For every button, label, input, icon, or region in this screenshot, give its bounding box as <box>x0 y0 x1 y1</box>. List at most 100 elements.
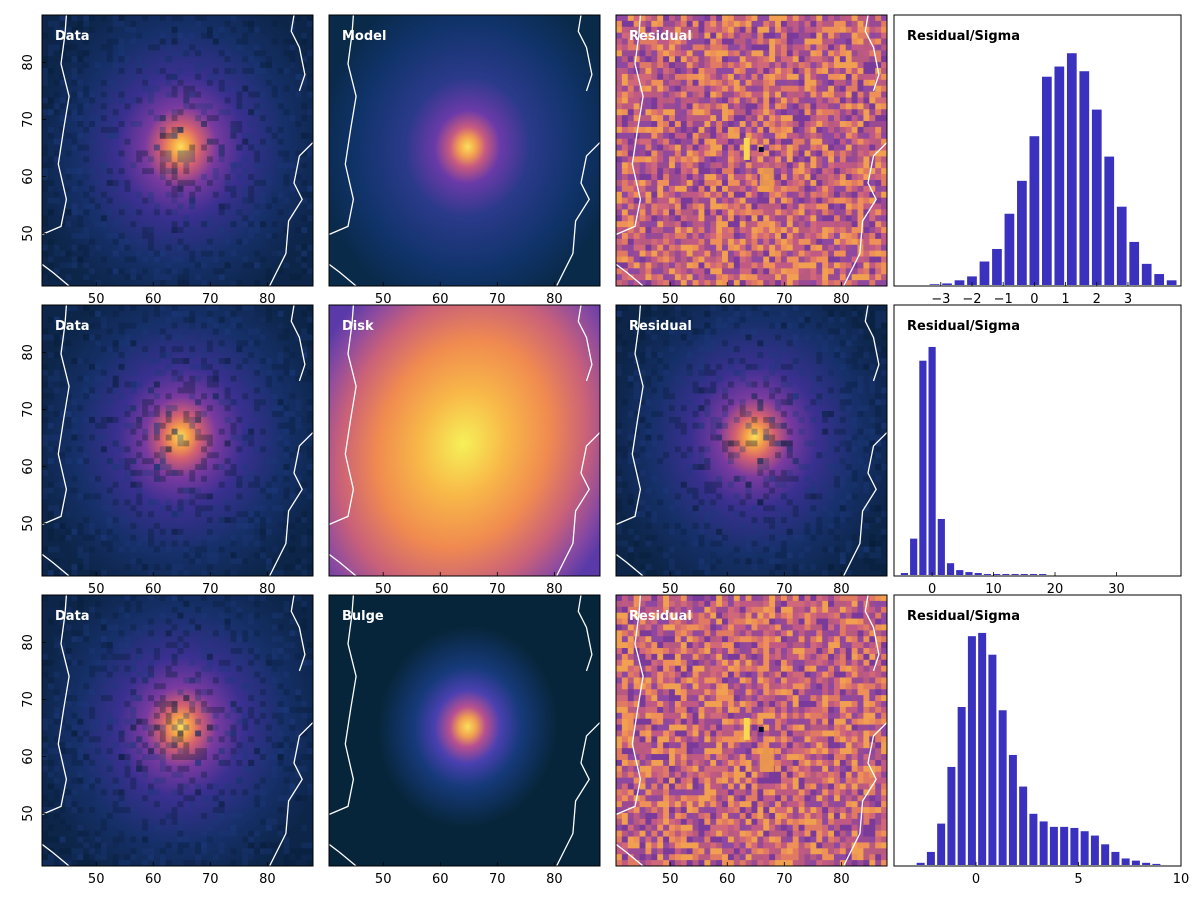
heatmap-noise <box>633 540 640 547</box>
heatmap-noise <box>704 322 711 329</box>
heatmap-noise <box>165 132 172 139</box>
heatmap-pixel <box>633 38 640 45</box>
heatmap-noise <box>839 517 846 523</box>
heatmap-noise <box>83 103 90 110</box>
heatmap-pixel <box>822 232 829 240</box>
heatmap-noise <box>265 375 272 382</box>
heatmap-pixel <box>639 203 646 210</box>
heatmap-noise <box>692 328 699 335</box>
heatmap-noise <box>224 262 231 269</box>
heatmap-pixel <box>686 262 693 269</box>
heatmap-noise <box>869 440 876 447</box>
heatmap-pixel <box>822 68 829 75</box>
heatmap-noise <box>259 115 266 122</box>
heatmap-noise <box>716 481 723 488</box>
heatmap-noise <box>710 422 717 429</box>
heatmap-pixel <box>645 115 652 122</box>
heatmap-noise <box>59 15 66 21</box>
heatmap-noise <box>183 487 190 494</box>
heatmap-pixel <box>657 256 664 263</box>
heatmap-noise <box>106 174 113 180</box>
heatmap-pixel <box>633 274 640 281</box>
heatmap-noise <box>798 534 805 541</box>
heatmap-pixel <box>763 221 770 228</box>
heatmap-noise <box>106 522 113 529</box>
heatmap-noise <box>295 256 302 263</box>
heatmap-pixel <box>810 97 817 104</box>
heatmap-noise <box>201 393 207 400</box>
heatmap-noise <box>77 434 84 441</box>
heatmap-noise <box>153 464 160 470</box>
heatmap-noise <box>130 121 137 127</box>
heatmap-pixel <box>857 274 864 281</box>
heatmap-noise <box>230 570 237 576</box>
heatmap-pixel <box>745 168 752 175</box>
heatmap-noise <box>100 540 107 547</box>
heatmap-pixel <box>621 168 629 175</box>
heatmap-pixel <box>804 73 811 81</box>
heatmap-pixel <box>822 209 829 216</box>
heatmap-pixel <box>621 203 629 210</box>
heatmap-pixel <box>851 103 858 110</box>
heatmap-noise <box>869 387 876 394</box>
heatmap-noise <box>59 262 66 269</box>
heatmap-noise <box>183 499 190 506</box>
heatmap-pixel <box>645 168 652 175</box>
heatmap-noise <box>148 97 154 104</box>
heatmap-pixel <box>780 268 788 275</box>
heatmap-noise <box>47 434 54 441</box>
heatmap-noise <box>65 144 72 151</box>
heatmap-pixel <box>727 191 735 199</box>
heatmap-pixel <box>633 238 640 246</box>
heatmap-pixel <box>769 138 776 146</box>
heatmap-pixel <box>786 132 794 140</box>
heatmap-noise <box>254 209 260 216</box>
heatmap-pixel <box>733 68 741 75</box>
heatmap-pixel <box>698 97 705 104</box>
heatmap-pixel <box>704 26 711 34</box>
heatmap-noise <box>301 352 308 359</box>
heatmap-noise <box>680 481 687 488</box>
heatmap-noise <box>59 15 66 21</box>
heatmap-noise <box>189 256 196 263</box>
heatmap-pixel <box>769 15 776 22</box>
heatmap-pixel <box>733 103 741 110</box>
heatmap-pixel <box>851 20 858 28</box>
heatmap-noise <box>124 458 131 465</box>
heatmap-noise <box>106 399 113 406</box>
heatmap-noise <box>259 399 266 406</box>
heatmap-pixel <box>633 20 640 28</box>
heatmap-pixel <box>722 68 729 75</box>
heatmap-noise <box>83 452 90 459</box>
heatmap-pixel <box>869 197 876 204</box>
heatmap-noise <box>786 528 793 535</box>
heatmap-pixel <box>704 38 711 45</box>
heatmap-noise <box>230 185 237 192</box>
panel-frame <box>893 304 1182 577</box>
heatmap-pixel <box>775 26 782 34</box>
heatmap-noise <box>71 209 78 216</box>
heatmap-pixel <box>745 20 752 28</box>
heatmap-noise <box>265 26 272 33</box>
heatmap-noise <box>159 458 166 465</box>
heatmap-noise <box>307 334 313 341</box>
heatmap-pixel <box>716 85 723 92</box>
heatmap-pixel <box>745 203 752 210</box>
heatmap-pixel <box>839 256 847 263</box>
heatmap-noise <box>686 340 693 347</box>
x-tick-label: 3 <box>1124 292 1132 307</box>
heatmap-noise <box>283 262 290 269</box>
heatmap-noise <box>716 522 723 529</box>
heatmap-pixel <box>780 115 788 122</box>
heatmap-noise <box>42 68 48 74</box>
heatmap-noise <box>206 552 213 559</box>
heatmap-noise <box>47 570 54 576</box>
heatmap-pixel <box>645 232 652 240</box>
heatmap-noise <box>780 346 787 353</box>
heatmap-pixel <box>698 150 705 157</box>
heatmap-noise <box>289 62 296 69</box>
heatmap-pixel <box>722 232 729 240</box>
heatmap-noise <box>53 558 60 565</box>
heatmap-noise <box>704 570 711 576</box>
heatmap-pixel <box>651 62 658 69</box>
